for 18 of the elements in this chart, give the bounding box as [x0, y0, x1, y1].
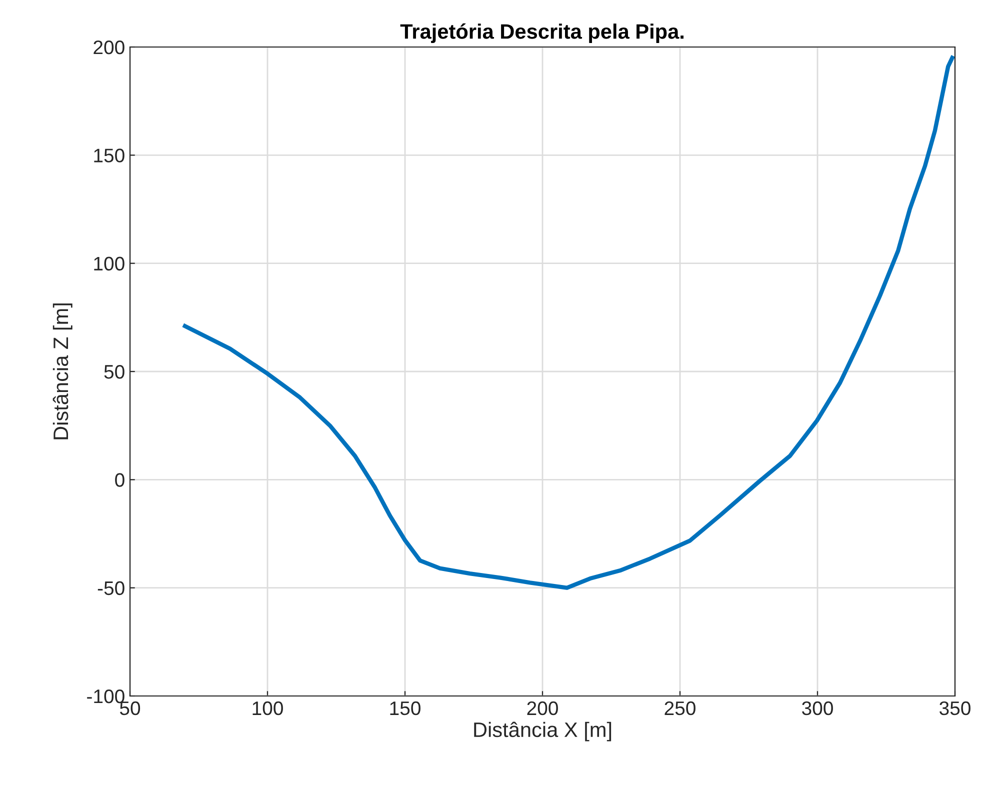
y-tick-label: 50 [104, 364, 124, 379]
y-tick-label: -50 [98, 581, 124, 596]
x-tick-label: 50 [120, 701, 140, 716]
y-tick-label: 100 [94, 256, 124, 271]
x-tick-label: 250 [664, 701, 696, 716]
line-series [182, 56, 954, 590]
y-axis-title: Distância Z [m] [52, 304, 72, 440]
x-tick-label: 150 [390, 701, 420, 716]
x-tick-label: 100 [252, 701, 283, 716]
x-axis-title: Distância X [m] [474, 722, 612, 742]
y-tick-label: -100 [87, 689, 124, 704]
x-tick-label: 200 [527, 701, 558, 716]
y-tick-label: 200 [94, 40, 124, 54]
x-tick-label: 300 [802, 701, 833, 716]
x-tick-label: 350 [940, 701, 970, 716]
y-tick-label: 0 [115, 473, 124, 487]
chart-title: Trajetória Descrita pela Pipa. [400, 23, 684, 43]
y-tick-label: 150 [94, 148, 124, 162]
